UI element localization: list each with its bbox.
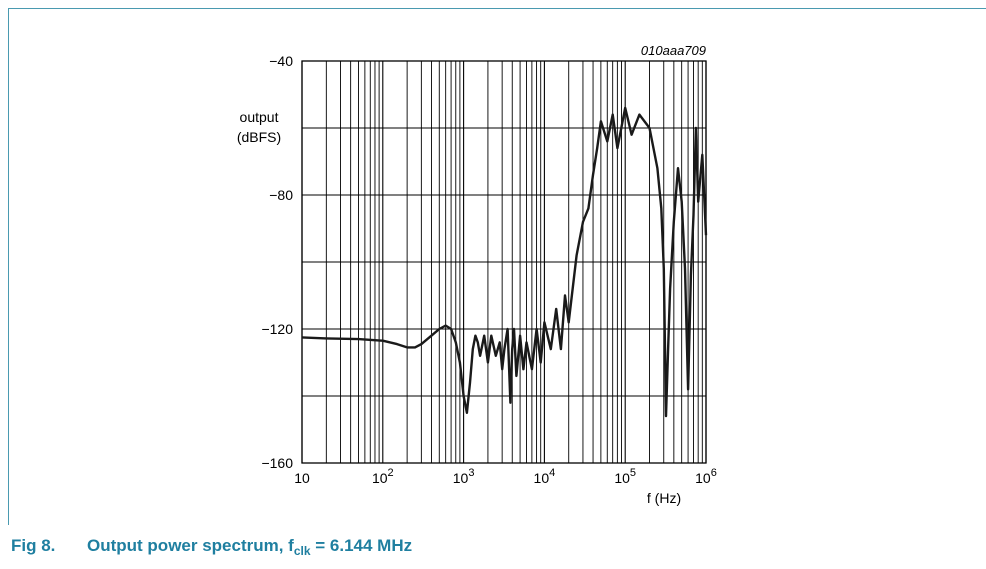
y-axis-label: output <box>240 109 279 125</box>
y-tick-label: −160 <box>261 455 293 471</box>
y-tick-label: −80 <box>269 187 293 203</box>
x-tick-label: 103 <box>453 467 475 486</box>
figure-number: Fig 8. <box>11 536 56 555</box>
x-axis-label: f (Hz) <box>647 490 681 506</box>
x-tick-label: 10 <box>294 470 310 486</box>
figure-frame-left <box>8 8 9 525</box>
plot-area-border <box>301 60 707 464</box>
y-tick-label: −40 <box>269 53 293 69</box>
figure-caption: Fig 8. Output power spectrum, fclk = 6.14… <box>11 536 412 558</box>
figure-code: 010aaa709 <box>641 43 706 58</box>
caption-text: Output power spectrum, f <box>87 536 294 555</box>
caption-subscript: clk <box>293 544 311 558</box>
x-tick-label: 106 <box>695 467 717 486</box>
x-tick-label: 104 <box>534 467 556 486</box>
y-tick-label: −120 <box>261 321 293 337</box>
spectrum-line <box>301 106 708 418</box>
y-axis-label: (dBFS) <box>237 129 281 145</box>
x-tick-label: 102 <box>372 467 394 486</box>
figure-frame-top <box>8 8 986 9</box>
x-tick-label: 105 <box>614 467 636 486</box>
caption-text-end: = 6.144 MHz <box>310 536 413 555</box>
